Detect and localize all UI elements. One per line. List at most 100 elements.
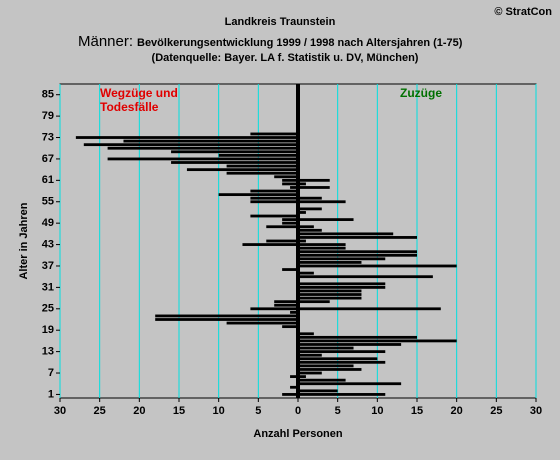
y-tick-label: 67 <box>42 153 54 165</box>
bar <box>242 243 298 246</box>
y-tick-label: 1 <box>48 388 54 400</box>
bar <box>186 168 298 172</box>
source-note: (Datenquelle: Bayer. LA f. Statistik u. … <box>152 52 419 64</box>
bar <box>266 239 298 243</box>
x-tick-label: 15 <box>173 405 185 417</box>
bar <box>282 268 298 271</box>
x-tick-label: 25 <box>94 405 106 417</box>
bar <box>298 246 346 250</box>
bar <box>298 178 330 182</box>
bar <box>298 371 322 375</box>
y-tick-label: 7 <box>48 367 54 379</box>
y-axis-label: Alter in Jahren <box>18 202 30 279</box>
bar <box>250 189 298 193</box>
bar <box>250 200 298 204</box>
bar <box>83 143 298 147</box>
y-tick-label: 31 <box>42 281 54 293</box>
bar <box>298 282 386 286</box>
bar <box>298 239 306 243</box>
y-tick-label: 73 <box>42 131 54 143</box>
bar <box>282 393 298 396</box>
bar <box>298 257 386 261</box>
y-tick-label: 37 <box>42 260 54 272</box>
bar <box>298 389 338 393</box>
x-tick-label: 5 <box>335 405 341 417</box>
bar <box>218 193 298 197</box>
bar <box>298 200 346 204</box>
bar <box>266 225 298 229</box>
bar <box>298 393 386 396</box>
bar <box>298 236 417 239</box>
x-tick-label: 15 <box>411 405 423 417</box>
x-tick-label: 25 <box>490 405 502 417</box>
bar <box>282 221 298 225</box>
bar <box>171 161 298 164</box>
bar <box>298 357 378 361</box>
bar <box>298 364 354 368</box>
bar <box>250 307 298 311</box>
bar <box>298 218 354 221</box>
copyright: © StratCon <box>494 6 552 18</box>
bar <box>298 382 402 386</box>
bar <box>274 303 298 307</box>
bar <box>282 325 298 329</box>
bar <box>290 310 298 314</box>
bar <box>298 207 322 211</box>
bar <box>298 285 386 289</box>
bar <box>298 243 346 246</box>
bar <box>75 136 298 139</box>
bar <box>226 321 298 325</box>
bar <box>107 146 298 150</box>
bar <box>250 132 298 136</box>
bar <box>298 225 314 229</box>
bar <box>298 182 306 186</box>
bar <box>282 182 298 186</box>
bar <box>298 339 457 343</box>
bar <box>298 378 346 382</box>
x-tick-label: 20 <box>133 405 145 417</box>
x-tick-label: 0 <box>295 405 301 417</box>
y-tick-label: 61 <box>42 174 54 186</box>
bar <box>298 293 362 296</box>
chart-title: Landkreis Traunstein <box>225 16 336 28</box>
x-tick-label: 5 <box>255 405 261 417</box>
bar <box>155 318 298 321</box>
bar <box>282 178 298 182</box>
bar <box>298 300 330 304</box>
bar <box>250 214 298 218</box>
bar <box>298 271 314 275</box>
bar <box>290 375 298 378</box>
bar <box>298 211 306 214</box>
bar <box>226 171 298 175</box>
bar <box>298 368 362 371</box>
subtitle: Bevölkerungsentwicklung 1999 / 1998 nach… <box>137 37 463 49</box>
x-tick-label: 30 <box>54 405 66 417</box>
bar <box>250 196 298 200</box>
bar <box>298 261 362 264</box>
bar <box>298 253 417 257</box>
bar <box>298 346 354 350</box>
bar <box>298 332 314 336</box>
bar <box>298 335 417 339</box>
bar <box>298 232 394 236</box>
x-tick-label: 10 <box>213 405 225 417</box>
x-axis-label: Anzahl Personen <box>253 428 343 440</box>
y-tick-label: 55 <box>42 196 54 208</box>
subtitle-lead: Männer: <box>78 33 133 50</box>
y-tick-label: 43 <box>42 238 54 250</box>
y-tick-label: 49 <box>42 217 54 229</box>
y-tick-label: 19 <box>42 324 54 336</box>
bar <box>274 175 298 179</box>
bar <box>226 164 298 168</box>
bar <box>107 157 298 161</box>
bar <box>298 296 362 300</box>
y-tick-label: 13 <box>42 346 54 358</box>
legend-right: Zuzüge <box>400 86 442 100</box>
x-tick-label: 30 <box>530 405 542 417</box>
bar <box>298 228 322 232</box>
bar <box>123 139 298 143</box>
x-tick-label: 20 <box>451 405 463 417</box>
bar <box>298 360 386 364</box>
